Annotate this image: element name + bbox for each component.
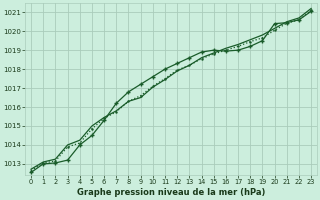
X-axis label: Graphe pression niveau de la mer (hPa): Graphe pression niveau de la mer (hPa) [77, 188, 265, 197]
